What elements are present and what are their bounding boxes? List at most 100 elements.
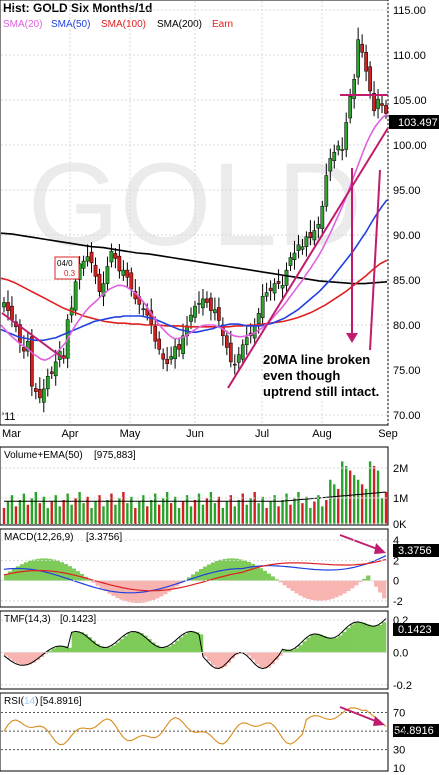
candle-body xyxy=(169,356,173,360)
volume-bar xyxy=(177,507,181,524)
macd-hist-bar xyxy=(354,580,359,586)
volume-bar xyxy=(241,493,244,524)
candle-body xyxy=(284,269,289,286)
volume-bar xyxy=(110,493,113,524)
volume-bar xyxy=(189,506,193,524)
tmf-area-bar xyxy=(358,621,363,653)
tmf-area-bar xyxy=(31,652,37,663)
macd-hist-bar xyxy=(346,580,351,592)
rsi-value: [54.8916] xyxy=(40,696,82,707)
price-y-tick-label: 70.00 xyxy=(393,410,421,422)
moving-averages xyxy=(0,113,388,361)
macd-hist-bar xyxy=(338,580,343,596)
candle-body xyxy=(6,302,10,311)
volume-bar xyxy=(352,475,356,524)
tmf-area-bar xyxy=(51,648,57,653)
candle-body xyxy=(384,105,388,114)
tmf-area-bar xyxy=(382,622,387,653)
macd-hist-bar xyxy=(67,566,72,581)
volume-bar xyxy=(181,501,185,524)
volume-bar xyxy=(42,496,45,524)
tmf-y-tick-label: 0.2 xyxy=(393,615,408,627)
volume-bar xyxy=(249,498,252,524)
tmf-area-bar xyxy=(370,625,375,653)
volume-bar xyxy=(205,498,209,524)
tmf-area-bar xyxy=(43,652,49,654)
rsi-title-suffix: ) xyxy=(35,696,38,707)
volume-bar xyxy=(78,491,81,524)
candle-body xyxy=(2,302,6,308)
tmf-area-bar xyxy=(306,637,311,653)
volume-bar xyxy=(301,503,304,524)
macd-hist-bar xyxy=(95,580,100,586)
candle-body xyxy=(213,309,217,314)
volume-bar xyxy=(82,503,85,524)
tmf-area-bar xyxy=(354,622,359,653)
tmf-area-bar xyxy=(175,640,180,653)
tmf-area-bar xyxy=(222,652,228,667)
candle-body xyxy=(352,79,357,99)
candle-body xyxy=(356,39,360,78)
macd-title: MACD(12,26,9) xyxy=(4,532,73,543)
volume-bar xyxy=(297,491,300,524)
candle-body xyxy=(121,269,126,276)
macd-hist-bar xyxy=(290,580,295,591)
macd-hist-bar xyxy=(195,571,200,581)
tmf-area-bar xyxy=(55,646,61,653)
candle-body xyxy=(316,223,321,229)
tmf-area-bar xyxy=(218,652,224,669)
tmf-area-bar xyxy=(111,645,116,653)
candle-body xyxy=(201,298,205,309)
tmf-area-bar xyxy=(290,650,295,653)
macd-hist-bar xyxy=(302,580,307,598)
macd-hist-bar xyxy=(83,576,88,581)
rsi-title-period: 14 xyxy=(24,696,36,707)
volume-title: Volume+EMA(50) xyxy=(4,450,83,461)
tmf-value: [0.1423] xyxy=(60,614,96,625)
tmf-area-bar xyxy=(83,634,88,653)
tmf-area-bar xyxy=(63,646,68,653)
macd-hist-bar xyxy=(7,571,13,581)
volume-panel: Volume+EMA(50) [975,883] 2M 1M 0K xyxy=(0,446,408,531)
candle-body xyxy=(157,338,162,350)
tmf-area-bar xyxy=(206,652,212,661)
candle-body xyxy=(236,354,241,363)
volume-bar xyxy=(225,501,229,524)
candle-body xyxy=(105,266,110,284)
volume-bar xyxy=(54,495,57,524)
macd-hist-bar xyxy=(123,580,128,602)
candle-body xyxy=(10,305,14,320)
volume-bar xyxy=(114,504,117,524)
tmf-area-bar xyxy=(7,652,13,659)
price-y-tick-label: 100.00 xyxy=(393,140,427,152)
rsi-last-box xyxy=(393,724,439,737)
volume-bar xyxy=(269,501,272,524)
candle-body xyxy=(37,389,42,399)
candle-body xyxy=(41,388,46,403)
rsi-y-tick-label: 30 xyxy=(393,745,405,757)
volume-bar xyxy=(329,479,332,524)
candle-body xyxy=(224,335,229,348)
candle-body xyxy=(181,335,185,355)
rsi-polyline xyxy=(3,707,387,746)
macd-hist-bar xyxy=(378,580,383,593)
macd-hist-bar xyxy=(294,580,299,594)
tmf-area-bar xyxy=(103,647,108,653)
macd-hist-bar xyxy=(107,580,112,594)
curved-arrow-line xyxy=(369,169,381,351)
tmf-area-bar xyxy=(187,632,192,653)
volume-bar xyxy=(106,499,109,524)
candle-body xyxy=(101,283,106,297)
macd-hist-bar xyxy=(358,580,363,583)
rsi-line xyxy=(1,707,387,751)
annotation-box: 20MA line broken even though uptrend sti… xyxy=(263,352,387,400)
volume-bar xyxy=(70,504,73,524)
volume-bar xyxy=(30,498,34,524)
macd-line xyxy=(3,555,387,594)
candle-body xyxy=(45,376,50,390)
macd-hist-bar xyxy=(298,580,303,596)
tmf-area-bar xyxy=(338,635,343,653)
rsi-arrow-head xyxy=(373,716,385,726)
volume-bar xyxy=(309,507,312,524)
tmf-area-bar xyxy=(274,652,279,660)
